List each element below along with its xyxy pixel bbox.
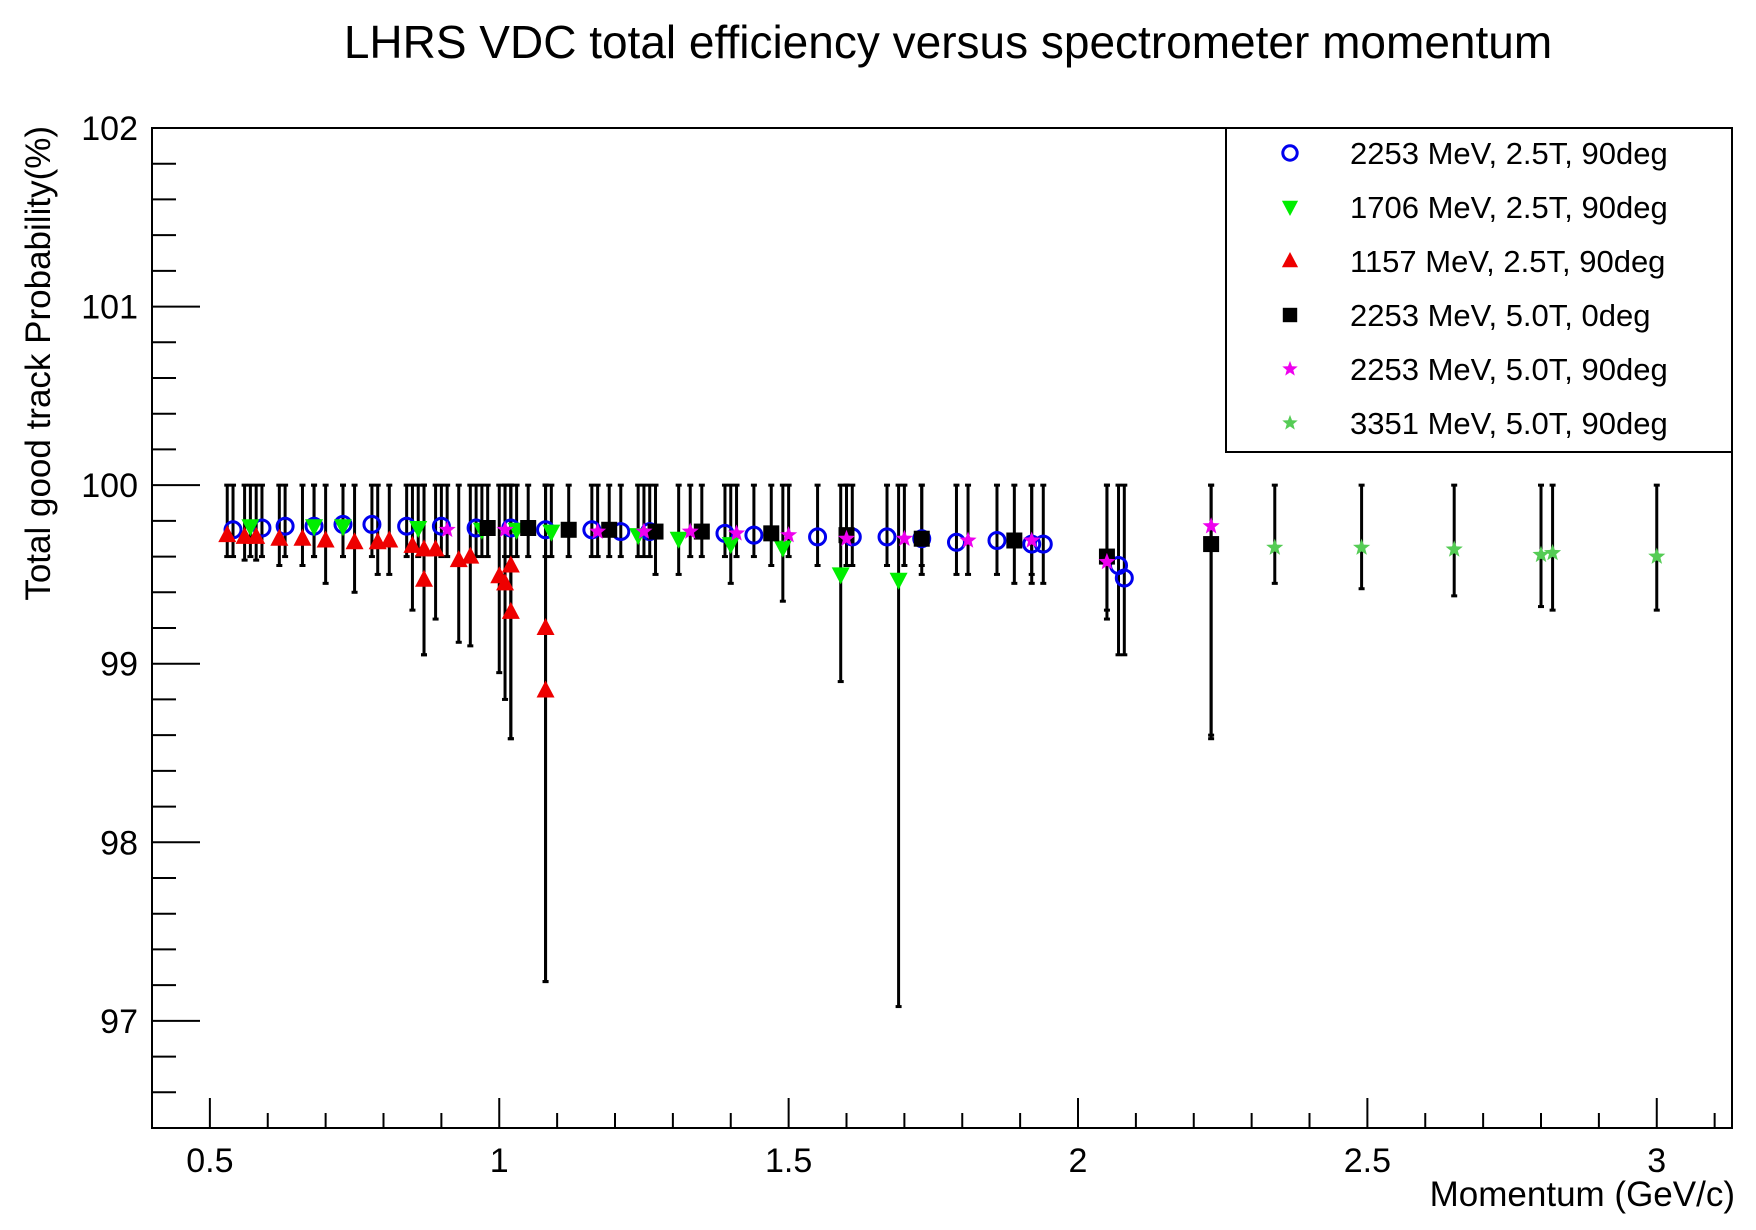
data-point-series-3	[647, 523, 664, 540]
data-point-series-0	[1114, 568, 1134, 588]
data-point-series-4	[1202, 517, 1220, 534]
data-point-series-4	[1098, 552, 1116, 570]
data-point-series-0	[275, 516, 295, 536]
data-point-series-5	[1544, 544, 1562, 561]
data-point-series-1	[409, 521, 428, 538]
data-point-series-2	[218, 525, 237, 543]
legend-entry-label: 2253 MeV, 2.5T, 90deg	[1350, 136, 1668, 171]
data-point-series-3	[560, 521, 577, 538]
axes: 97 98 99 100 101 102 0.5 1 1.5 2 2.5 3	[81, 110, 1716, 1180]
data-point-series-2	[293, 528, 312, 546]
data-point-series-3	[479, 520, 496, 536]
data-point-series-2	[235, 526, 254, 544]
data-point-series-1	[333, 519, 352, 537]
data-point-series-5	[1353, 538, 1371, 555]
data-point-series-2	[380, 530, 399, 548]
data-point-series-2	[403, 535, 422, 553]
data-point-series-3	[693, 523, 710, 540]
data-point-series-2	[501, 555, 520, 573]
legend-marker	[1281, 252, 1299, 268]
legend-entry-label: 1706 MeV, 2.5T, 90deg	[1350, 190, 1668, 225]
data-point-series-4	[895, 529, 913, 546]
data-point-series-4	[837, 529, 856, 546]
data-point-series-2	[316, 530, 335, 548]
x-tick-label: 0.5	[186, 1142, 233, 1180]
data-point-series-4	[728, 524, 746, 541]
data-point-series-1	[889, 572, 908, 590]
data-point-series-1	[542, 524, 561, 542]
data-point-series-2	[536, 680, 555, 698]
legend-entry-label: 2253 MeV, 5.0T, 0deg	[1350, 298, 1650, 333]
x-tick-label: 1.5	[765, 1142, 812, 1180]
data-point-series-0	[808, 527, 828, 547]
data-point-series-4	[589, 522, 607, 539]
data-point-series-0	[362, 514, 382, 534]
data-point-series-3	[520, 520, 537, 536]
y-tick-label: 98	[100, 824, 138, 862]
data-markers	[218, 514, 1666, 698]
y-tick-label: 97	[100, 1003, 138, 1041]
data-point-series-3	[913, 530, 930, 547]
legend-entry-label: 1157 MeV, 2.5T, 90deg	[1350, 244, 1665, 279]
legend-entry-label: 3351 MeV, 5.0T, 90deg	[1350, 406, 1668, 441]
x-tick-label: 3	[1647, 1142, 1666, 1180]
chart-title: LHRS VDC total efficiency versus spectro…	[344, 16, 1552, 68]
data-point-series-1	[773, 540, 792, 558]
data-point-series-4	[438, 520, 456, 538]
data-point-series-4	[635, 522, 653, 539]
y-tick-label: 102	[81, 110, 138, 148]
x-tick-label: 2.5	[1344, 1142, 1391, 1180]
data-point-series-2	[415, 569, 434, 587]
legend-marker	[1282, 360, 1298, 376]
data-point-series-5	[1266, 538, 1284, 555]
data-point-series-2	[345, 532, 364, 550]
legend-entry-label: 2253 MeV, 5.0T, 90deg	[1350, 352, 1668, 387]
legend-marker	[1281, 200, 1299, 216]
data-point-series-0	[877, 527, 897, 547]
data-point-series-4	[1023, 531, 1041, 548]
data-point-series-3	[763, 525, 780, 542]
data-point-series-2	[501, 601, 520, 619]
legend: 2253 MeV, 2.5T, 90deg 1706 MeV, 2.5T, 90d…	[1225, 127, 1733, 453]
data-point-series-3	[601, 521, 618, 538]
data-point-series-0	[987, 531, 1007, 550]
y-tick-label: 99	[100, 646, 138, 684]
data-point-series-1	[241, 519, 260, 537]
data-point-series-0	[431, 516, 451, 536]
data-point-series-5	[1445, 540, 1463, 557]
x-tick-label: 1	[490, 1142, 509, 1180]
y-axis-label: Total good track Probability(%)	[19, 126, 58, 601]
data-point-series-4	[959, 531, 977, 548]
data-point-series-2	[270, 528, 289, 546]
data-point-series-0	[744, 525, 764, 545]
data-point-series-1	[831, 567, 850, 585]
data-point-series-5	[1532, 545, 1550, 563]
y-tick-label: 101	[81, 289, 138, 327]
data-point-series-2	[536, 618, 555, 635]
legend-marker	[1282, 414, 1298, 430]
data-point-series-2	[461, 546, 480, 564]
data-point-series-2	[496, 573, 515, 591]
data-point-series-3	[1006, 532, 1023, 549]
data-point-series-1	[721, 537, 740, 555]
data-point-series-2	[247, 526, 266, 544]
legend-box	[1225, 127, 1733, 453]
data-point-series-3	[1203, 536, 1220, 553]
data-point-series-2	[426, 539, 445, 557]
data-point-series-1	[669, 531, 688, 549]
error-bars	[224, 483, 1660, 1009]
x-tick-label: 2	[1069, 1142, 1088, 1180]
legend-marker	[1281, 144, 1299, 162]
data-point-series-4	[780, 526, 798, 543]
data-point-series-4	[496, 520, 514, 538]
data-point-series-1	[305, 519, 324, 537]
legend-marker	[1282, 307, 1298, 323]
data-point-series-2	[415, 539, 434, 557]
data-point-series-5	[1648, 547, 1666, 564]
x-axis-label: Momentum (GeV/c)	[1430, 1175, 1735, 1214]
y-tick-label: 100	[81, 467, 138, 505]
data-point-series-4	[681, 522, 699, 539]
